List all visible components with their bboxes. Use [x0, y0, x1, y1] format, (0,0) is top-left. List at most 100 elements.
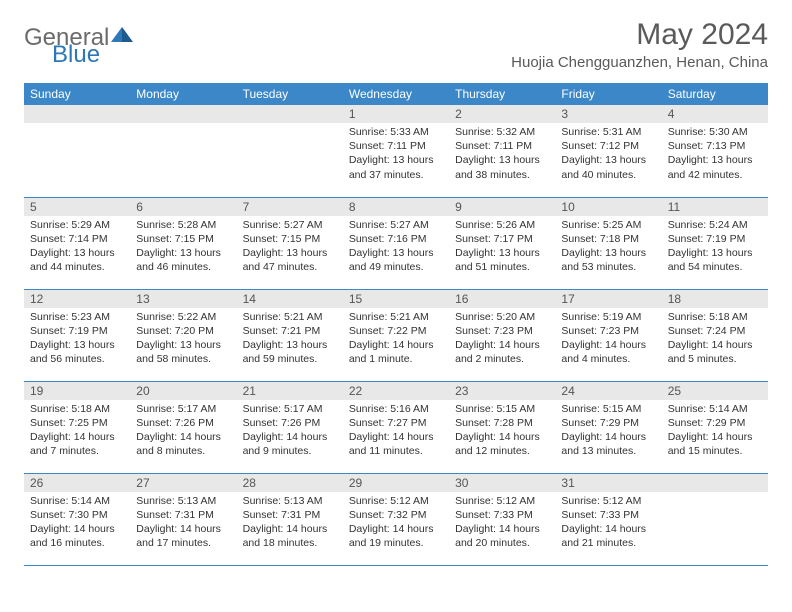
- day-number: 20: [130, 382, 236, 400]
- calendar-cell: 10Sunrise: 5:25 AMSunset: 7:18 PMDayligh…: [555, 197, 661, 289]
- cell-line: Sunrise: 5:19 AM: [561, 310, 655, 324]
- cell-line: Daylight: 13 hours: [30, 246, 124, 260]
- cell-line: Daylight: 13 hours: [243, 246, 337, 260]
- calendar-cell: 14Sunrise: 5:21 AMSunset: 7:21 PMDayligh…: [237, 289, 343, 381]
- cell-line: Sunrise: 5:27 AM: [349, 218, 443, 232]
- day-number: 13: [130, 290, 236, 308]
- cell-line: Sunrise: 5:27 AM: [243, 218, 337, 232]
- calendar-cell: 12Sunrise: 5:23 AMSunset: 7:19 PMDayligh…: [24, 289, 130, 381]
- cell-line: Sunrise: 5:14 AM: [30, 494, 124, 508]
- day-number: 29: [343, 474, 449, 492]
- cell-line: Sunset: 7:16 PM: [349, 232, 443, 246]
- cell-line: Sunset: 7:11 PM: [455, 139, 549, 153]
- calendar-cell: [24, 105, 130, 197]
- calendar-week-row: 12Sunrise: 5:23 AMSunset: 7:19 PMDayligh…: [24, 289, 768, 381]
- cell-content: Sunrise: 5:30 AMSunset: 7:13 PMDaylight:…: [662, 123, 768, 186]
- cell-line: Sunset: 7:33 PM: [561, 508, 655, 522]
- cell-line: and 11 minutes.: [349, 444, 443, 458]
- cell-line: Sunset: 7:18 PM: [561, 232, 655, 246]
- day-number: [130, 105, 236, 123]
- cell-line: and 13 minutes.: [561, 444, 655, 458]
- cell-line: and 9 minutes.: [243, 444, 337, 458]
- cell-content: Sunrise: 5:20 AMSunset: 7:23 PMDaylight:…: [449, 308, 555, 371]
- cell-line: and 38 minutes.: [455, 168, 549, 182]
- cell-line: Daylight: 14 hours: [136, 522, 230, 536]
- day-number: 10: [555, 198, 661, 216]
- month-title: May 2024: [511, 18, 768, 52]
- cell-content: Sunrise: 5:14 AMSunset: 7:29 PMDaylight:…: [662, 400, 768, 463]
- day-number: 7: [237, 198, 343, 216]
- calendar-cell: 17Sunrise: 5:19 AMSunset: 7:23 PMDayligh…: [555, 289, 661, 381]
- cell-content: Sunrise: 5:12 AMSunset: 7:33 PMDaylight:…: [449, 492, 555, 555]
- cell-line: and 46 minutes.: [136, 260, 230, 274]
- cell-line: and 37 minutes.: [349, 168, 443, 182]
- day-number: 9: [449, 198, 555, 216]
- cell-line: Daylight: 13 hours: [30, 338, 124, 352]
- calendar-cell: 7Sunrise: 5:27 AMSunset: 7:15 PMDaylight…: [237, 197, 343, 289]
- calendar-header-row: SundayMondayTuesdayWednesdayThursdayFrid…: [24, 83, 768, 105]
- cell-line: Daylight: 13 hours: [349, 153, 443, 167]
- cell-line: Sunrise: 5:28 AM: [136, 218, 230, 232]
- cell-line: Sunset: 7:26 PM: [136, 416, 230, 430]
- cell-line: Daylight: 13 hours: [561, 246, 655, 260]
- cell-line: Daylight: 14 hours: [455, 430, 549, 444]
- day-number: 19: [24, 382, 130, 400]
- cell-line: Sunset: 7:23 PM: [561, 324, 655, 338]
- day-number: 12: [24, 290, 130, 308]
- cell-line: Sunset: 7:30 PM: [30, 508, 124, 522]
- cell-line: Sunset: 7:26 PM: [243, 416, 337, 430]
- day-number: 5: [24, 198, 130, 216]
- cell-content: Sunrise: 5:27 AMSunset: 7:15 PMDaylight:…: [237, 216, 343, 279]
- cell-line: and 54 minutes.: [668, 260, 762, 274]
- cell-line: and 40 minutes.: [561, 168, 655, 182]
- day-header: Friday: [555, 83, 661, 105]
- calendar-cell: 27Sunrise: 5:13 AMSunset: 7:31 PMDayligh…: [130, 473, 236, 565]
- cell-content: Sunrise: 5:13 AMSunset: 7:31 PMDaylight:…: [237, 492, 343, 555]
- logo-triangle-icon: [111, 25, 133, 48]
- calendar-cell: 6Sunrise: 5:28 AMSunset: 7:15 PMDaylight…: [130, 197, 236, 289]
- day-number: 11: [662, 198, 768, 216]
- day-number: 30: [449, 474, 555, 492]
- cell-line: and 44 minutes.: [30, 260, 124, 274]
- cell-line: Sunset: 7:22 PM: [349, 324, 443, 338]
- day-number: 6: [130, 198, 236, 216]
- cell-line: Daylight: 13 hours: [455, 246, 549, 260]
- day-number: 15: [343, 290, 449, 308]
- calendar-cell: 20Sunrise: 5:17 AMSunset: 7:26 PMDayligh…: [130, 381, 236, 473]
- cell-content: [24, 123, 130, 183]
- cell-line: Sunset: 7:21 PM: [243, 324, 337, 338]
- day-number: 14: [237, 290, 343, 308]
- cell-line: and 7 minutes.: [30, 444, 124, 458]
- cell-line: Sunset: 7:13 PM: [668, 139, 762, 153]
- day-number: 21: [237, 382, 343, 400]
- calendar-cell: 5Sunrise: 5:29 AMSunset: 7:14 PMDaylight…: [24, 197, 130, 289]
- cell-content: Sunrise: 5:28 AMSunset: 7:15 PMDaylight:…: [130, 216, 236, 279]
- cell-line: and 8 minutes.: [136, 444, 230, 458]
- cell-line: and 17 minutes.: [136, 536, 230, 550]
- cell-line: and 59 minutes.: [243, 352, 337, 366]
- cell-line: and 53 minutes.: [561, 260, 655, 274]
- cell-line: Daylight: 14 hours: [668, 430, 762, 444]
- calendar-cell: 1Sunrise: 5:33 AMSunset: 7:11 PMDaylight…: [343, 105, 449, 197]
- cell-line: Sunset: 7:27 PM: [349, 416, 443, 430]
- cell-line: Sunset: 7:12 PM: [561, 139, 655, 153]
- cell-line: Daylight: 13 hours: [668, 246, 762, 260]
- cell-line: and 42 minutes.: [668, 168, 762, 182]
- cell-line: Sunrise: 5:12 AM: [455, 494, 549, 508]
- cell-line: Sunrise: 5:13 AM: [243, 494, 337, 508]
- cell-line: Sunrise: 5:12 AM: [561, 494, 655, 508]
- day-number: 25: [662, 382, 768, 400]
- day-header: Thursday: [449, 83, 555, 105]
- day-number: 1: [343, 105, 449, 123]
- cell-line: Daylight: 13 hours: [243, 338, 337, 352]
- cell-content: Sunrise: 5:14 AMSunset: 7:30 PMDaylight:…: [24, 492, 130, 555]
- cell-line: Sunrise: 5:32 AM: [455, 125, 549, 139]
- cell-line: Sunrise: 5:18 AM: [668, 310, 762, 324]
- cell-line: Sunrise: 5:22 AM: [136, 310, 230, 324]
- day-number: 26: [24, 474, 130, 492]
- cell-line: Daylight: 13 hours: [668, 153, 762, 167]
- calendar-week-row: 19Sunrise: 5:18 AMSunset: 7:25 PMDayligh…: [24, 381, 768, 473]
- cell-line: Sunset: 7:19 PM: [30, 324, 124, 338]
- cell-line: Sunrise: 5:33 AM: [349, 125, 443, 139]
- cell-line: Sunrise: 5:15 AM: [455, 402, 549, 416]
